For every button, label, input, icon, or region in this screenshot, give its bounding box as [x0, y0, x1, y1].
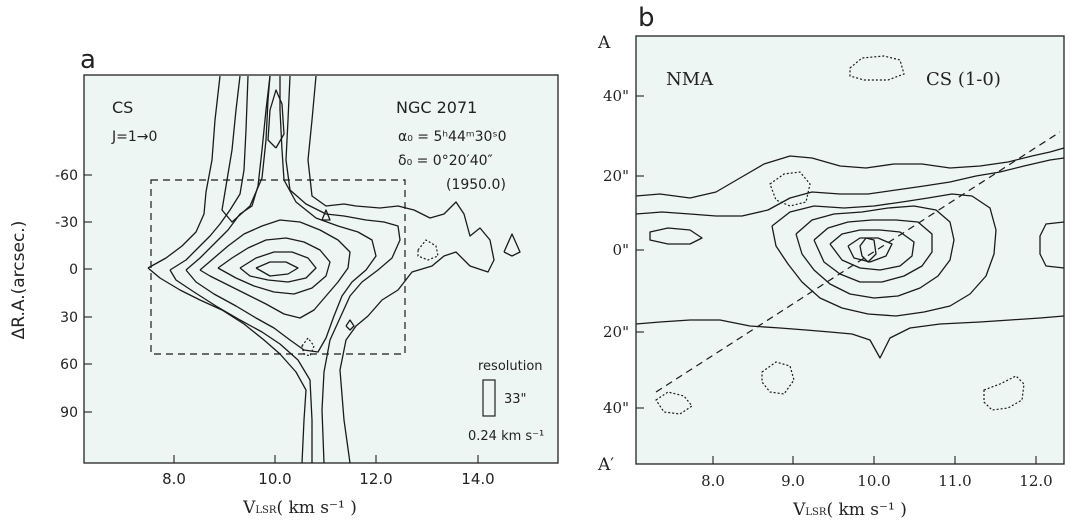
x-tick-label-a-4: 14.0	[461, 470, 494, 488]
panel-a-contours	[147, 75, 521, 464]
resolution-beam: 33"	[504, 392, 527, 407]
contour-b-6	[829, 229, 915, 271]
contour-b-7	[847, 237, 893, 263]
x-axis-label-a: VLSR( km s⁻¹ )	[242, 498, 357, 518]
y-tick-label-a-4: 30	[60, 310, 78, 326]
contour-b-1	[635, 147, 1065, 359]
contour-b-negative-4	[761, 361, 795, 395]
contour-b-negative-1	[849, 55, 905, 81]
panel-a: a -60 -30	[9, 45, 559, 518]
resolution-velocity: 0.24 km s⁻¹	[468, 429, 544, 444]
contour-a-1	[147, 75, 495, 464]
instrument-label: NMA	[666, 69, 714, 90]
x-tick-label-b-1: 8.0	[701, 472, 725, 490]
contour-b-4	[795, 205, 955, 299]
line-label: CS (1-0)	[926, 69, 1001, 90]
bottom-marker: A′	[597, 455, 614, 475]
panel-b-y-axis: 40" 20" 0" 20" 40" A A′	[597, 33, 644, 475]
x-tick-label-b-5: 12.0	[1019, 472, 1052, 490]
contour-a-8	[267, 89, 285, 149]
contour-b-2	[635, 157, 1065, 217]
panel-b-letter: b	[638, 3, 655, 33]
contour-a-2	[169, 75, 401, 464]
contour-a-10	[345, 319, 355, 331]
contour-a-7	[255, 261, 299, 277]
contour-b-8	[859, 237, 877, 263]
contour-b-3	[771, 193, 997, 317]
panel-b-x-axis: 8.0 9.0 10.0 11.0 12.0 VLSR( km s⁻¹ )	[701, 456, 1053, 520]
panel-a-y-axis: -60 -30 0 30 60 90 ΔR.A.(arcsec.)	[9, 168, 92, 421]
resolution-box	[482, 379, 496, 417]
map-box	[150, 179, 406, 355]
contour-a-3	[185, 75, 377, 353]
y-axis-label-a: ΔR.A.(arcsec.)	[9, 221, 29, 340]
molecule-label: CS	[112, 98, 133, 117]
y-tick-label-a-3: 0	[69, 262, 78, 278]
x-tick-label-a-1: 8.0	[162, 470, 186, 488]
contour-b-negative-2	[769, 171, 811, 207]
panel-a-letter: a	[80, 45, 96, 75]
x-tick-label-b-4: 11.0	[938, 472, 971, 490]
contour-a-4	[199, 219, 351, 319]
epoch-label: (1950.0)	[446, 177, 506, 193]
resolution-label: resolution	[478, 359, 543, 374]
y-tick-label-b-2: 20"	[603, 167, 629, 185]
contour-b-10	[1039, 221, 1065, 269]
y-tick-label-b-1: 40"	[603, 87, 629, 105]
transition-label: J=1→0	[111, 129, 157, 145]
y-tick-label-b-5: 40"	[603, 399, 629, 417]
x-tick-label-a-3: 12.0	[359, 470, 392, 488]
y-tick-label-b-4: 20"	[603, 323, 629, 341]
contour-a-negative-2	[301, 337, 315, 357]
contour-a-9	[321, 209, 331, 221]
contour-b-9	[649, 227, 703, 245]
y-tick-label-a-2: -30	[55, 215, 78, 231]
contour-a-negative-1	[417, 239, 439, 261]
alpha-label: α₀ = 5ʰ44ᵐ30ˢ0	[398, 129, 507, 145]
cut-line	[655, 131, 1061, 393]
contour-b-5	[813, 219, 933, 283]
contour-a-11	[503, 233, 521, 257]
delta-label: δ₀ = 0°20′40″	[398, 153, 493, 169]
panel-b: b 40" 20" 0"	[597, 3, 1065, 520]
contour-a-6	[239, 251, 317, 283]
contour-a-5	[217, 237, 331, 295]
y-tick-label-a-1: -60	[55, 168, 78, 184]
y-tick-label-a-6: 90	[60, 405, 78, 421]
y-tick-label-a-5: 60	[60, 357, 78, 373]
source-label: NGC 2071	[396, 98, 477, 117]
x-tick-label-a-2: 10.0	[258, 470, 291, 488]
y-tick-label-b-3: 0"	[613, 241, 629, 259]
panel-a-x-axis: 8.0 10.0 12.0 14.0 VLSR( km s⁻¹ )	[162, 455, 495, 518]
panel-b-contours	[635, 55, 1065, 415]
x-tick-label-b-2: 9.0	[781, 472, 805, 490]
x-tick-label-b-3: 10.0	[857, 472, 890, 490]
top-marker: A	[597, 33, 611, 53]
x-axis-label-b: VLSR( km s⁻¹ )	[792, 500, 907, 520]
